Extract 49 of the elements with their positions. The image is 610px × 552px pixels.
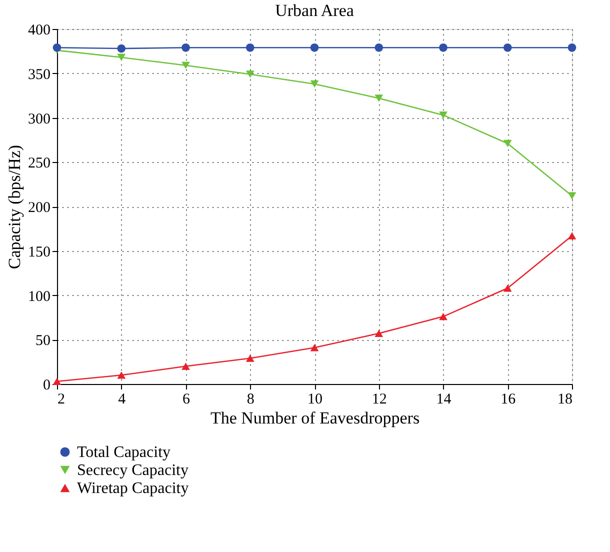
point (117, 54, 126, 62)
y-axis-title: Capacity (bps/Hz) (5, 144, 24, 270)
point (568, 232, 576, 240)
point (439, 312, 448, 320)
y-tick-label: 200 (28, 200, 50, 216)
y-tick-label: 0 (43, 378, 50, 394)
point (503, 43, 512, 52)
y-tick-label: 400 (28, 22, 50, 38)
x-tick-label: 6 (182, 392, 190, 408)
x-tick-label: 16 (500, 392, 516, 408)
x-tick-label: 14 (436, 392, 452, 408)
point (182, 43, 190, 52)
point (310, 344, 319, 352)
point (503, 284, 512, 292)
point (568, 43, 576, 52)
y-tick-label: 250 (28, 156, 50, 172)
point (374, 43, 384, 52)
point (52, 43, 62, 52)
point (182, 362, 190, 370)
x-tick-label: 18 (558, 392, 572, 408)
point (439, 111, 448, 119)
x-tick-label: 4 (118, 392, 126, 408)
y-tick-label: 50 (36, 333, 50, 350)
x-tick-label: 12 (372, 392, 387, 408)
x-axis-title: The Number of Eavesdroppers (210, 408, 420, 428)
legend-label: Secrecy Capacity (77, 462, 188, 479)
point (568, 192, 576, 200)
point (374, 330, 384, 338)
point (310, 80, 319, 88)
point (246, 43, 254, 52)
y-tick-label: 150 (28, 244, 50, 260)
x-tick-label: 8 (246, 392, 254, 408)
legend-label: Total Capacity (77, 444, 171, 461)
point (310, 43, 319, 52)
y-tick-label: 100 (28, 288, 50, 305)
point (246, 70, 254, 78)
point (182, 62, 190, 70)
y-tick-label: 300 (28, 111, 50, 128)
legend-label: Wiretap Capacity (77, 480, 189, 497)
x-tick-label: 2 (58, 392, 65, 408)
point (374, 94, 384, 102)
chart-title: Urban Area (275, 1, 354, 20)
point (117, 44, 126, 53)
y-tick-label: 350 (28, 66, 50, 83)
point (503, 140, 512, 148)
point (246, 354, 254, 362)
point (117, 372, 126, 379)
point (439, 43, 448, 52)
x-tick-label: 10 (308, 392, 322, 408)
